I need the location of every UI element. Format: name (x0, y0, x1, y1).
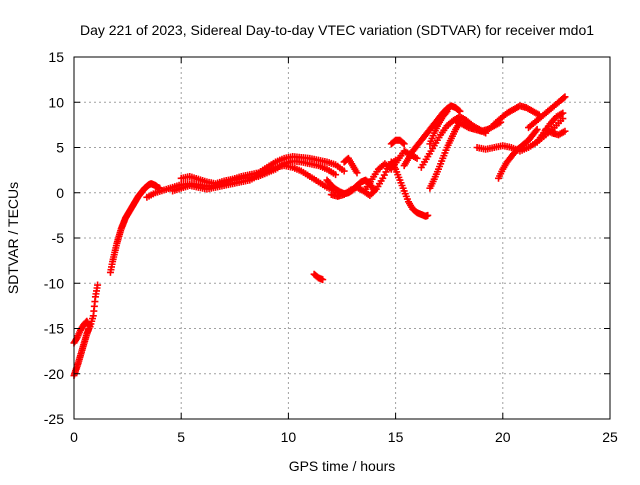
x-axis-label: GPS time / hours (289, 458, 396, 474)
data-point (319, 276, 327, 284)
data-points-layer (70, 93, 569, 380)
chart-title: Day 221 of 2023, Sidereal Day-to-day VTE… (80, 22, 594, 38)
data-point (332, 171, 340, 179)
series-track-x (426, 107, 451, 148)
x-tick-label: 15 (388, 429, 404, 445)
series-track-f (169, 162, 340, 195)
data-point (353, 169, 361, 177)
x-tick-label: 5 (177, 429, 185, 445)
y-tick-label: 5 (56, 140, 64, 156)
series-track-j (387, 136, 408, 148)
data-point (399, 139, 407, 147)
series-track-q (495, 125, 541, 182)
data-point (424, 211, 432, 219)
series-track-v (310, 270, 327, 284)
series-track-w (340, 154, 361, 177)
y-tick-label: -15 (44, 321, 64, 337)
series-track-u (542, 125, 569, 139)
data-point (413, 154, 421, 162)
series-track-m (417, 113, 490, 171)
data-point (443, 107, 451, 115)
series-track-p (490, 102, 543, 128)
y-tick-label: -25 (44, 411, 64, 427)
data-point (533, 125, 541, 133)
y-tick-label: -5 (52, 230, 65, 246)
data-point (340, 167, 348, 175)
series-track-r (473, 115, 567, 155)
series-track-t (533, 109, 567, 146)
data-point (532, 127, 540, 135)
series-track-a (70, 325, 93, 380)
x-tick-label: 20 (495, 429, 511, 445)
y-axis-label: SDTVAR / TECUs (5, 182, 21, 294)
series-track-b (70, 281, 102, 347)
data-point (455, 106, 463, 114)
series-track-k (387, 158, 432, 220)
data-point (442, 109, 450, 117)
x-tick-label: 10 (281, 429, 297, 445)
x-tick-label: 0 (70, 429, 78, 445)
axis-ticks-layer: 0 5 10 15 20 25 -25 -20 -15 -10 -5 0 5 10 15 (44, 49, 618, 445)
series-track-s (525, 93, 569, 132)
series-track-n (426, 118, 464, 192)
data-point (94, 281, 102, 289)
data-point (561, 127, 569, 135)
y-tick-label: 10 (48, 94, 64, 110)
data-point (560, 94, 568, 102)
series-track-c (106, 180, 164, 276)
data-point (400, 140, 408, 148)
data-point (559, 109, 567, 117)
y-tick-label: -20 (44, 366, 64, 382)
y-tick-label: 15 (48, 49, 64, 65)
y-tick-label: 0 (56, 185, 64, 201)
x-tick-label: 25 (602, 429, 618, 445)
data-point (561, 93, 569, 101)
y-tick-label: -10 (44, 275, 64, 291)
